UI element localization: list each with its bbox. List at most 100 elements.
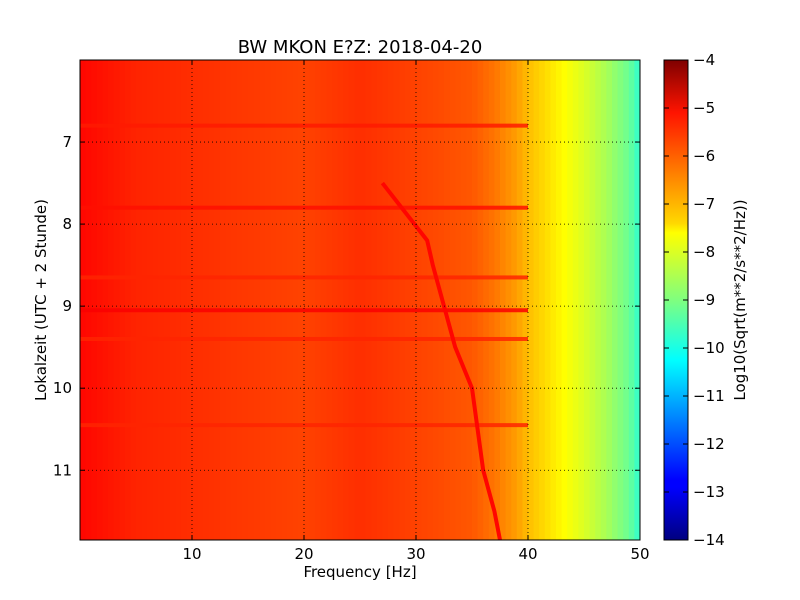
colorbar-tick-label: −7 [693, 195, 715, 213]
heatmap-band [80, 423, 528, 428]
heatmap-column [130, 60, 137, 540]
heatmap-column [158, 60, 165, 540]
heatmap-band [80, 205, 528, 210]
heatmap-band [80, 123, 528, 128]
heatmap-column [612, 60, 619, 540]
heatmap-column [544, 60, 551, 540]
heatmap-column [343, 60, 350, 540]
heatmap-column [483, 60, 490, 540]
colorbar-tick-label: −11 [693, 387, 725, 405]
heatmap-column [287, 60, 294, 540]
heatmap-column [80, 60, 87, 540]
heatmap-column [466, 60, 473, 540]
chart-title: BW MKON E?Z: 2018-04-20 [238, 37, 483, 58]
heatmap-column [180, 60, 187, 540]
heatmap-column [292, 60, 299, 540]
heatmap-column [388, 60, 395, 540]
heatmap-column [108, 60, 115, 540]
colorbar-ticks: −4 −5 −6 −7 −8 −9 −10 −11 −12 −13 −14 [664, 51, 725, 549]
heatmap-column [477, 60, 484, 540]
heatmap-column [617, 60, 624, 540]
heatmap-column [416, 60, 423, 540]
heatmap-column [203, 60, 210, 540]
drifting-line-path [380, 181, 502, 540]
heatmap-column [147, 60, 154, 540]
heatmap-column [225, 60, 232, 540]
y-tick-label: 11 [53, 461, 72, 479]
heatmap-column [500, 60, 507, 540]
heatmap-column [320, 60, 327, 540]
heatmap-column [516, 60, 523, 540]
heatmap-band [80, 275, 528, 280]
heatmap-column [455, 60, 462, 540]
heatmap-column [186, 60, 193, 540]
heatmap-column [96, 60, 103, 540]
heatmap-column [376, 60, 383, 540]
colorbar-tick-label: −12 [693, 435, 725, 453]
heatmap-column [522, 60, 529, 540]
heatmap-column [432, 60, 439, 540]
heatmap-column [192, 60, 199, 540]
heatmap-column [136, 60, 143, 540]
colorbar-tick-label: −13 [693, 483, 725, 501]
heatmap-column [337, 60, 344, 540]
heatmap-column [348, 60, 355, 540]
x-tick-label: 30 [406, 545, 425, 563]
heatmap-column [259, 60, 266, 540]
heatmap-column [326, 60, 333, 540]
y-axis-label: Lokalzeit (UTC + 2 Stunde) [32, 199, 50, 401]
heatmap-column [488, 60, 495, 540]
heatmap-column [354, 60, 361, 540]
heatmap-column [556, 60, 563, 540]
heatmap-layer [80, 60, 640, 540]
heatmap-column [600, 60, 607, 540]
heatmap-column [124, 60, 131, 540]
heatmap-column [371, 60, 378, 540]
heatmap-column [298, 60, 305, 540]
heatmap-column [382, 60, 389, 540]
heatmap-column [220, 60, 227, 540]
heatmap-column [404, 60, 411, 540]
colorbar-tick-label: −14 [693, 531, 725, 549]
heatmap-column [113, 60, 120, 540]
heatmap-column [399, 60, 406, 540]
heatmap-column [533, 60, 540, 540]
y-axis-ticks: 7 8 9 10 11 [53, 133, 640, 479]
heatmap-column [410, 60, 417, 540]
y-tick-label: 9 [62, 297, 72, 315]
colorbar-tick-label: −5 [693, 99, 715, 117]
heatmap-column [628, 60, 635, 540]
heatmap-column [85, 60, 92, 540]
heatmap-column [309, 60, 316, 540]
drifting-line [380, 181, 502, 540]
heatmap-column [197, 60, 204, 540]
heatmap-column [242, 60, 249, 540]
y-tick-label: 8 [62, 215, 72, 233]
colorbar-tick-label: −4 [693, 51, 715, 69]
heatmap-column [561, 60, 568, 540]
plot-frame [79, 59, 641, 541]
heatmap-column [270, 60, 277, 540]
heatmap-band [80, 336, 528, 341]
heatmap-bands [80, 123, 528, 428]
heatmap-column [214, 60, 221, 540]
heatmap-column [236, 60, 243, 540]
heatmap-column [528, 60, 535, 540]
heatmap-columns [80, 60, 640, 540]
heatmap-column [365, 60, 372, 540]
x-axis-ticks: 10 20 30 40 50 [182, 60, 650, 563]
heatmap-column [175, 60, 182, 540]
heatmap-column [421, 60, 428, 540]
colorbar-tick-label: −6 [693, 147, 715, 165]
heatmap-column [444, 60, 451, 540]
x-tick-label: 20 [294, 545, 313, 563]
heatmap-column [623, 60, 630, 540]
heatmap-column [276, 60, 283, 540]
y-tick-label: 10 [53, 379, 72, 397]
heatmap-column [572, 60, 579, 540]
heatmap-column [315, 60, 322, 540]
heatmap-column [634, 60, 640, 540]
heatmap-column [169, 60, 176, 540]
heatmap-column [460, 60, 467, 540]
